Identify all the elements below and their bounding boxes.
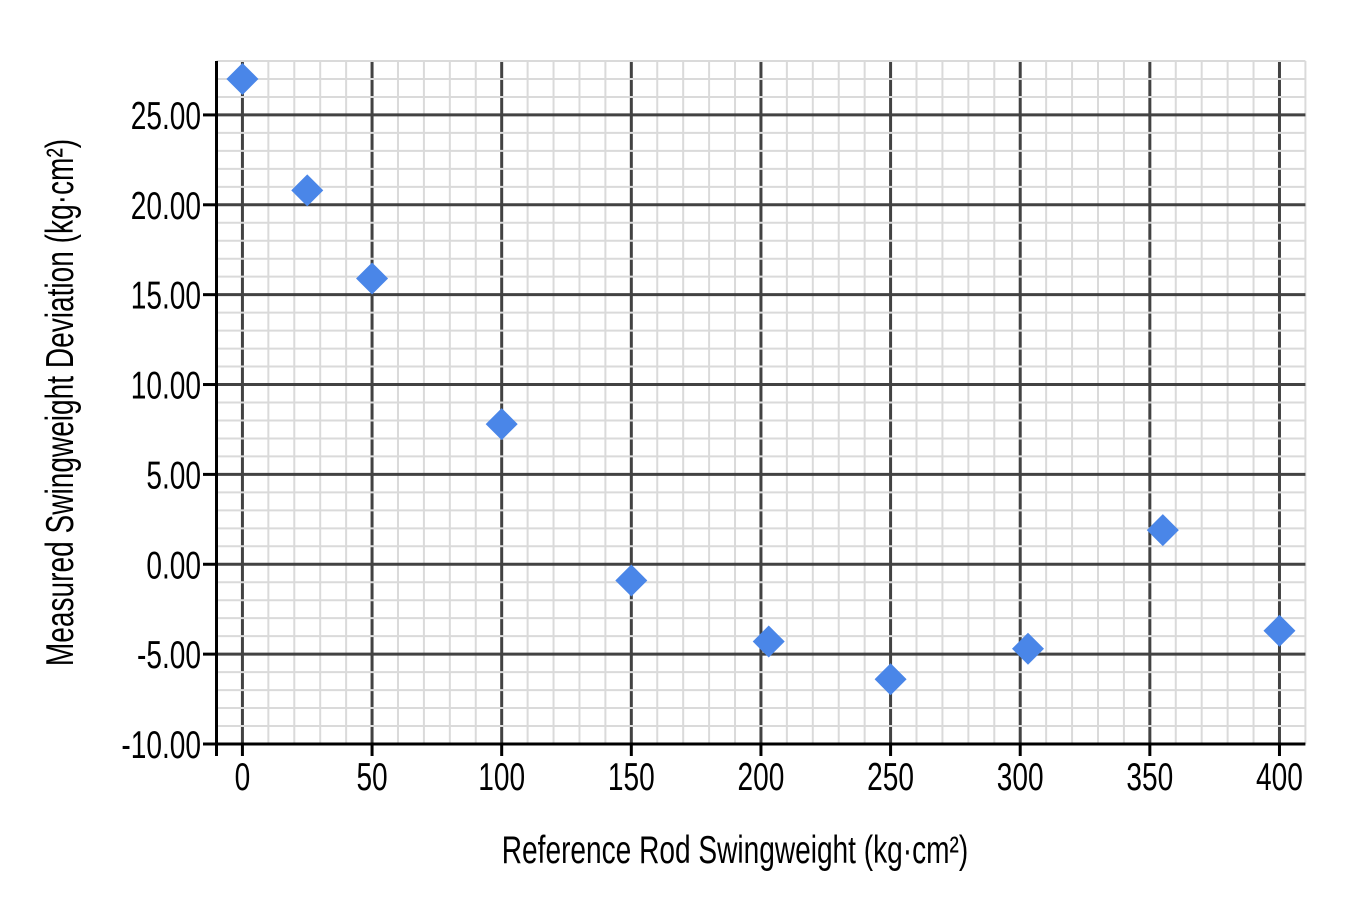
x-tick-label: 200 [738, 756, 785, 800]
major-horizontal-gridlines [216, 113, 1306, 656]
y-tick-label: 5.00 [146, 454, 201, 498]
y-axis-title: Measured Swingweight Deviation (kg·cm²) [39, 139, 83, 666]
data-point-diamond [226, 62, 259, 95]
y-tick-label: 25.00 [131, 94, 201, 138]
data-point-diamond [1263, 614, 1296, 647]
data-point-diamond [874, 663, 907, 696]
x-tick-label: 100 [478, 756, 525, 800]
x-tick-label: 400 [1256, 756, 1303, 800]
tick-labels: -10.00 -5.00 0.00 5.00 10.00 15.00 20.00 25.00 0… [121, 94, 1302, 799]
data-point-diamond [1011, 632, 1044, 665]
y-tick-label: 20.00 [131, 184, 201, 228]
y-tick-label: 0.00 [146, 544, 201, 588]
x-axis-title: Reference Rod Swingweight (kg·cm²) [502, 829, 968, 873]
data-point-diamond [356, 262, 389, 295]
y-tick-label: 10.00 [131, 364, 201, 408]
y-tick-label: -5.00 [137, 634, 201, 678]
y-tick-label: 15.00 [131, 274, 201, 318]
data-points [226, 62, 1296, 696]
x-tick-label: 50 [356, 756, 387, 800]
y-tick-label: -10.00 [121, 724, 201, 768]
tick-marks [203, 113, 1281, 756]
data-point-diamond [615, 564, 648, 597]
data-point-diamond [1146, 514, 1179, 547]
x-tick-label: 150 [608, 756, 655, 800]
data-point-diamond [485, 408, 518, 441]
x-tick-label: 0 [235, 756, 251, 800]
x-tick-label: 250 [867, 756, 914, 800]
data-point-diamond [752, 625, 785, 658]
x-tick-label: 300 [997, 756, 1044, 800]
x-tick-label: 350 [1126, 756, 1173, 800]
data-point-diamond [291, 174, 324, 207]
